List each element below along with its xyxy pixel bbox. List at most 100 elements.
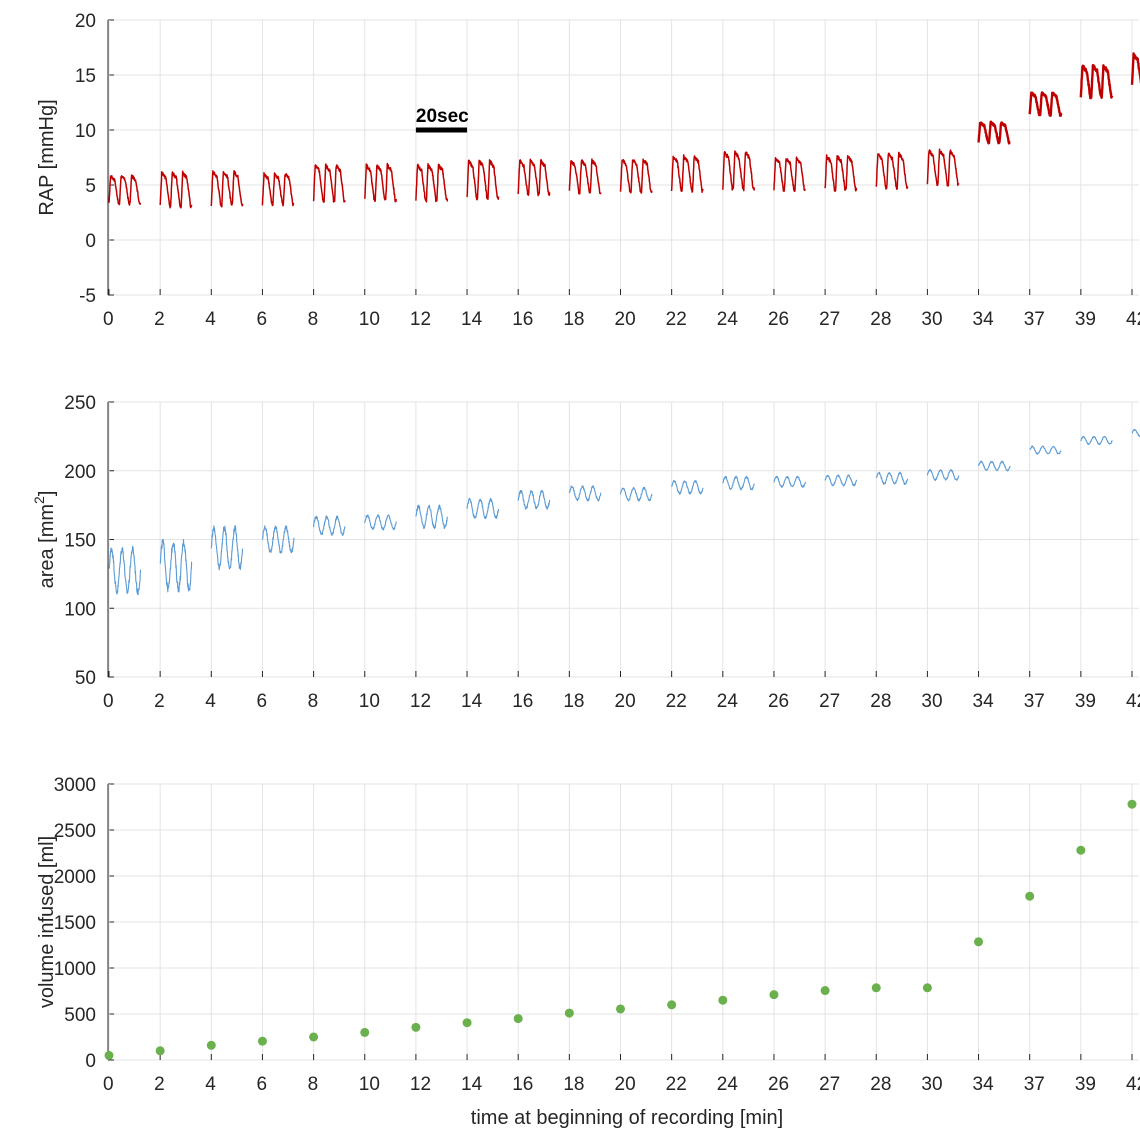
- volume-data-point: [1076, 845, 1086, 855]
- y-axis-title: RAP [mmHg]: [36, 99, 58, 215]
- x-tick-label: 2: [154, 691, 165, 712]
- rap-trace-segment: [466, 159, 500, 201]
- x-tick-label: 22: [666, 1074, 687, 1095]
- x-tick-label: 27: [819, 309, 840, 330]
- y-tick-label: 50: [75, 668, 96, 689]
- rap-trace-segment: [108, 174, 142, 206]
- volume-data-point: [922, 983, 932, 993]
- x-tick-label: 16: [512, 309, 533, 330]
- x-tick-label: 14: [461, 691, 483, 712]
- volume-data-point: [257, 1036, 267, 1046]
- x-tick-label: 18: [563, 1074, 584, 1095]
- rap-trace-segment: [1130, 52, 1140, 85]
- rap-trace-segment: [364, 162, 397, 203]
- y-tick-label: 3000: [54, 775, 96, 796]
- y-tick-label: 5: [85, 176, 96, 197]
- rap-trace-segment: [312, 163, 346, 203]
- area-trace-segment: [210, 525, 244, 571]
- volume-data-point: [1127, 799, 1137, 809]
- x-tick-label: 12: [410, 691, 431, 712]
- x-tick-label: 22: [666, 309, 687, 330]
- x-tick-label: 37: [1024, 691, 1045, 712]
- x-tick-label: 18: [563, 309, 584, 330]
- x-tick-label: 8: [308, 691, 319, 712]
- area-trace-segment: [619, 486, 653, 502]
- area-trace-segment: [722, 475, 755, 491]
- x-tick-label: 14: [461, 309, 483, 330]
- x-tick-label: 24: [717, 309, 739, 330]
- x-tick-label: 39: [1075, 1074, 1096, 1095]
- x-tick-label: 28: [870, 309, 891, 330]
- y-tick-label: 100: [64, 599, 96, 620]
- scale-bar-label: 20sec: [416, 106, 469, 127]
- rap-trace-segment: [159, 170, 193, 209]
- x-tick-label: 22: [666, 691, 687, 712]
- y-tick-label: 20: [75, 11, 96, 32]
- volume-data-point: [155, 1046, 165, 1056]
- x-tick-label: 30: [921, 309, 942, 330]
- area-trace-segment: [1029, 445, 1062, 455]
- y-tick-label: 2500: [54, 821, 96, 842]
- volume-data-point: [667, 1000, 677, 1010]
- x-tick-label: 42: [1126, 691, 1140, 712]
- rap-trace-segment: [977, 120, 1011, 145]
- y-tick-label: -5: [79, 286, 96, 307]
- x-tick-label: 10: [359, 1074, 380, 1095]
- y-axis-title: area [mm2]: [31, 491, 58, 589]
- area-trace-segment: [159, 539, 193, 593]
- area-trace-segment: [364, 514, 397, 531]
- x-tick-label: 28: [870, 691, 891, 712]
- y-tick-label: 200: [64, 462, 96, 483]
- area-trace-segment: [466, 497, 500, 519]
- x-tick-label: 28: [870, 1074, 891, 1095]
- y-tick-label: 1500: [54, 913, 96, 934]
- rap-trace-segment: [722, 150, 756, 192]
- rap-trace-segment: [773, 156, 806, 192]
- x-tick-label: 4: [205, 691, 216, 712]
- y-tick-label: 10: [75, 121, 96, 142]
- area-trace-segment: [671, 479, 704, 495]
- area-trace-segment: [1131, 428, 1140, 437]
- y-tick-label: 15: [75, 66, 96, 87]
- area-trace-segment: [313, 515, 346, 536]
- x-tick-label: 30: [921, 1074, 942, 1095]
- x-tick-label: 10: [359, 309, 380, 330]
- y-axis-title-suffix: ]: [36, 491, 58, 497]
- volume-data-point: [871, 983, 881, 993]
- x-tick-label: 18: [563, 691, 584, 712]
- y-tick-label: 0: [85, 231, 96, 252]
- area-trace-segment: [568, 485, 602, 502]
- area-trace-segment: [977, 460, 1011, 472]
- x-tick-label: 2: [154, 1074, 165, 1095]
- x-tick-label: 16: [512, 1074, 533, 1095]
- x-tick-label: 37: [1024, 309, 1045, 330]
- area-trace-segment: [517, 489, 551, 510]
- volume-data-point: [820, 986, 830, 996]
- x-tick-label: 26: [768, 309, 789, 330]
- x-tick-label: 6: [256, 309, 267, 330]
- x-tick-label: 20: [615, 309, 636, 330]
- x-tick-label: 12: [410, 309, 431, 330]
- x-tick-label: 14: [461, 1074, 483, 1095]
- x-axis-title: time at beginning of recording [min]: [471, 1107, 783, 1129]
- volume-data-point: [1025, 891, 1035, 901]
- area-trace-segment: [824, 474, 858, 487]
- rap-trace-segment: [210, 169, 244, 208]
- area-trace-segment: [926, 468, 960, 481]
- rap-trace-segment: [261, 172, 295, 207]
- y-tick-label: 250: [64, 393, 96, 414]
- volume-data-point: [360, 1027, 370, 1037]
- area-trace-segment: [1080, 435, 1113, 446]
- volume-data-point: [718, 995, 728, 1005]
- area-trace-segment: [261, 525, 295, 554]
- y-axis-title-superscript: 2: [31, 496, 47, 504]
- x-tick-label: 16: [512, 691, 533, 712]
- area-trace-segment: [875, 471, 909, 486]
- rap-trace-segment: [1079, 63, 1114, 100]
- x-tick-label: 24: [717, 691, 739, 712]
- volume-data-point: [462, 1018, 472, 1028]
- rap-trace-segment: [1028, 91, 1063, 117]
